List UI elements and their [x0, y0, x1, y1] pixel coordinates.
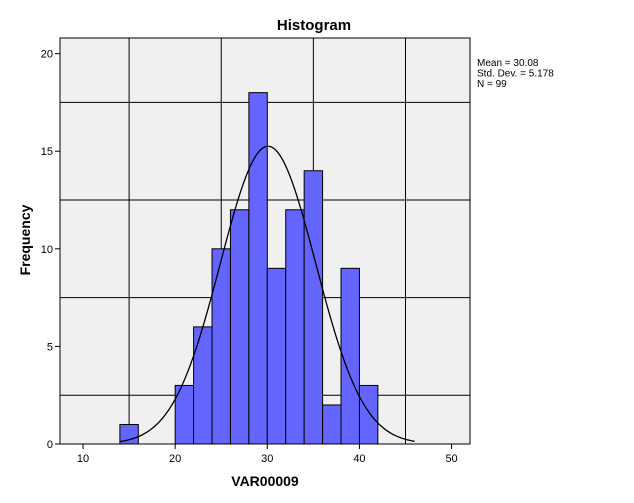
- stats-line: N = 99: [477, 79, 507, 90]
- y-tick-label: 10: [41, 244, 53, 256]
- stats-line: Std. Dev. = 5.178: [477, 69, 554, 80]
- y-axis-ticks: 0 5 10 15 20: [41, 49, 60, 451]
- y-tick-label: 5: [47, 341, 53, 353]
- x-tick-label: 50: [445, 453, 457, 465]
- histogram-bar: [340, 267, 360, 445]
- x-tick-label: 10: [77, 453, 89, 465]
- stats-line: Mean = 30.08: [477, 58, 539, 69]
- x-axis-ticks: 10 20 30 40 50: [77, 444, 458, 465]
- x-tick-label: 20: [169, 453, 181, 465]
- y-tick-label: 15: [41, 146, 53, 158]
- y-axis-label: Frequency: [17, 204, 33, 275]
- y-tick-label: 0: [47, 439, 53, 451]
- y-tick-label: 20: [41, 49, 53, 61]
- histogram-bar: [248, 92, 268, 445]
- histogram-bar: [285, 209, 305, 445]
- normal-curve: [119, 145, 415, 443]
- histogram-bar: [266, 267, 287, 445]
- chart-title: Histogram: [277, 17, 351, 34]
- x-tick-label: 30: [261, 453, 273, 465]
- histogram-bar: [322, 404, 342, 445]
- histogram-bar: [193, 326, 213, 445]
- plot-frame: [59, 37, 471, 445]
- x-axis-label: VAR00009: [231, 473, 299, 489]
- histogram-bar: [229, 209, 250, 445]
- histogram-bar: [211, 248, 231, 445]
- histogram-bar: [358, 384, 379, 445]
- histogram-bar: [303, 170, 324, 445]
- x-tick-label: 40: [353, 453, 365, 465]
